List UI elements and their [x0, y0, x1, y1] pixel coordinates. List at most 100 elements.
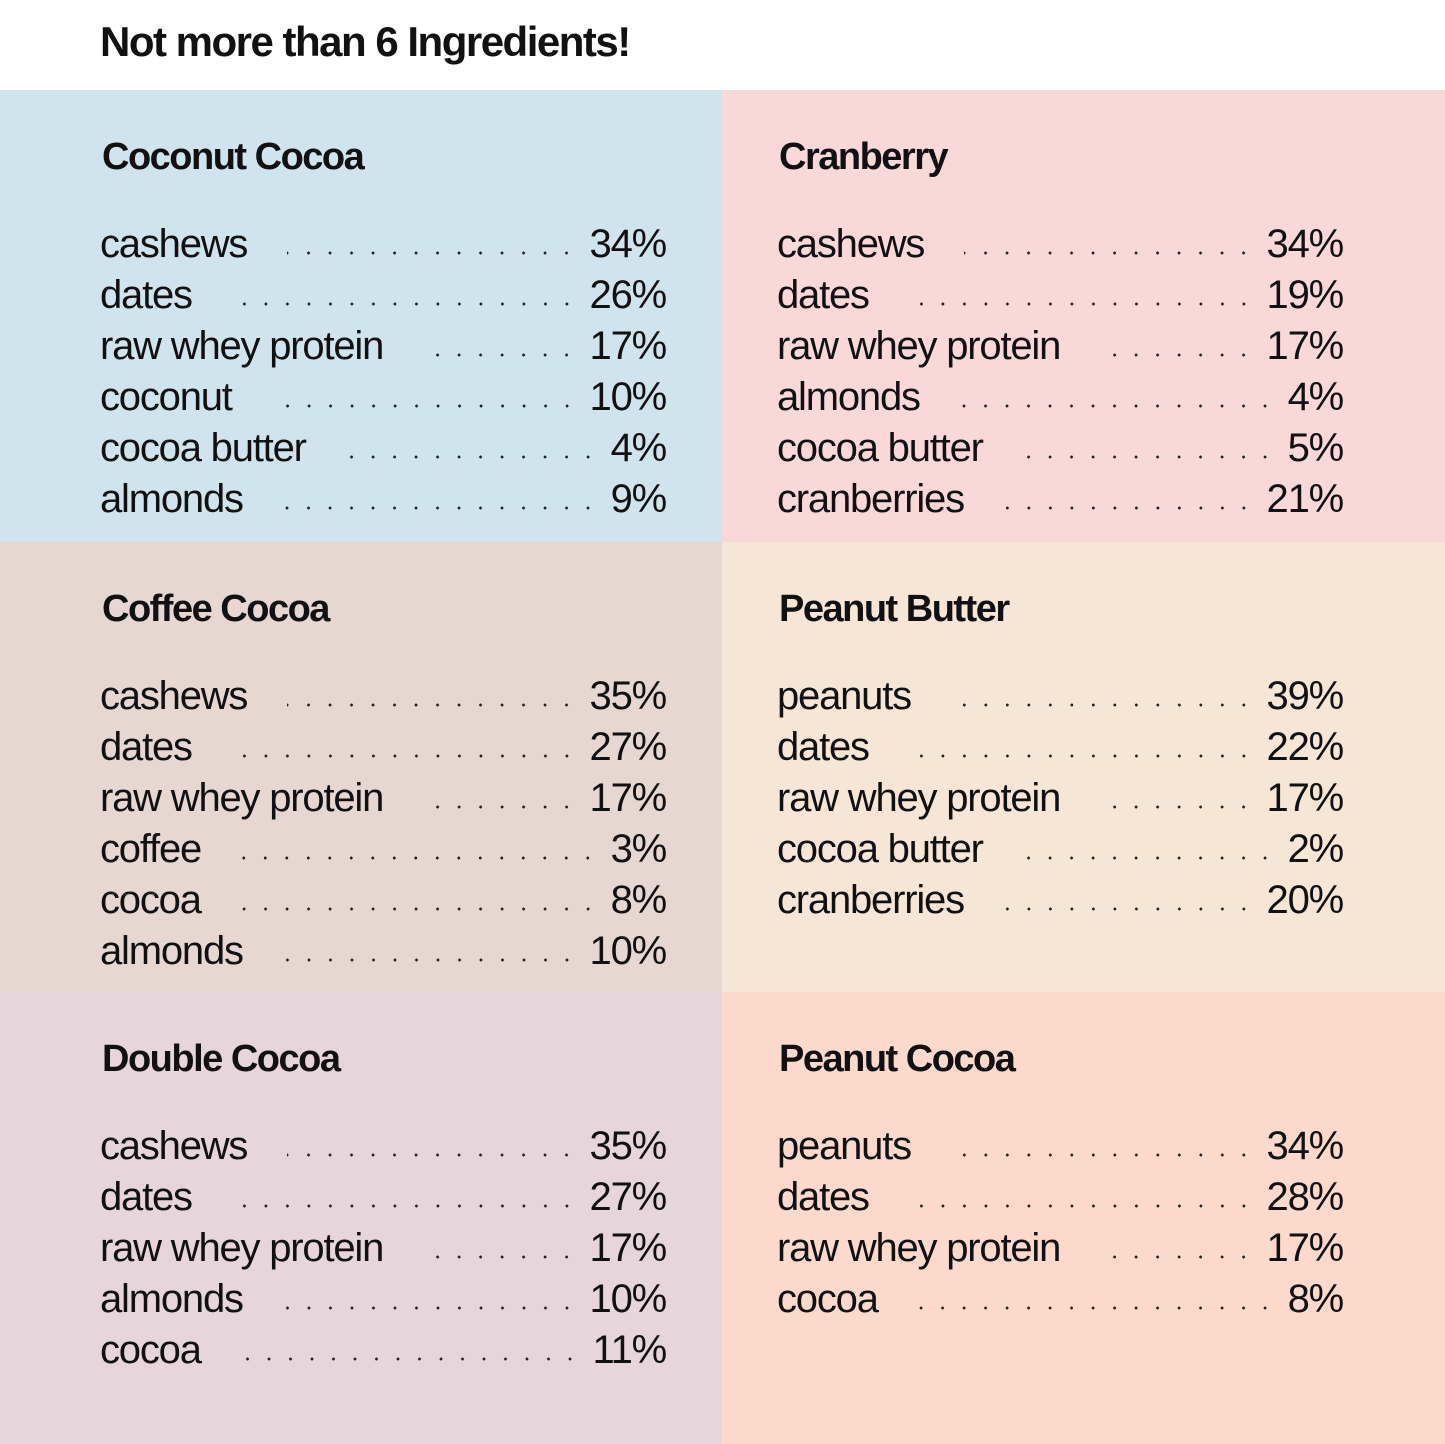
- ingredient-name: raw whey protein: [777, 776, 1061, 820]
- ingredient-amount: 34%: [1266, 1124, 1345, 1168]
- ingredient-amount: 35%: [589, 674, 668, 718]
- ingredient-row: dates 22%: [777, 725, 1344, 776]
- dot-leader: [282, 956, 578, 964]
- ingredient-name: peanuts: [777, 1124, 912, 1168]
- ingredient-name: dates: [100, 273, 193, 317]
- dot-leader: [231, 752, 578, 760]
- ingredient-row: raw whey protein 17%: [777, 324, 1345, 375]
- ingredient-amount: 39%: [1266, 674, 1345, 718]
- dot-leader: [1100, 351, 1255, 359]
- ingredient-row: almonds 10%: [100, 1277, 668, 1328]
- dot-leader: [908, 1202, 1255, 1210]
- ingredient-amount: 4%: [610, 426, 668, 470]
- flavor-panel: Cranberry cashews 34% dates 19% raw whey prot…: [722, 90, 1445, 542]
- dot-leader: [282, 1304, 578, 1312]
- flavor-name: Coffee Cocoa: [102, 588, 330, 630]
- ingredient-list: cashews 34% dates 19% raw whey protein 17% alm…: [777, 222, 1345, 528]
- ingredient-row: almonds 9%: [100, 477, 668, 528]
- ingredient-amount: 8%: [610, 878, 668, 922]
- ingredient-row: cocoa 8%: [777, 1277, 1344, 1328]
- dot-leader: [1003, 504, 1255, 512]
- dot-leader: [950, 701, 1255, 709]
- dot-leader: [1100, 1253, 1255, 1261]
- ingredient-row: raw whey protein 17%: [100, 776, 668, 827]
- ingredient-amount: 26%: [589, 273, 668, 317]
- ingredient-row: cocoa butter 5%: [777, 426, 1344, 477]
- ingredient-row: cocoa 11%: [100, 1328, 667, 1379]
- dot-leader: [282, 504, 599, 512]
- ingredient-amount: 10%: [589, 1277, 668, 1321]
- ingredient-row: cranberries 21%: [777, 477, 1344, 528]
- dot-leader: [917, 1304, 1276, 1312]
- ingredient-amount: 10%: [589, 929, 668, 973]
- ingredient-amount: 3%: [610, 827, 668, 871]
- ingredient-row: raw whey protein 17%: [777, 1226, 1344, 1277]
- ingredient-name: cashews: [100, 222, 248, 266]
- ingredient-row: cocoa butter 2%: [777, 827, 1345, 878]
- ingredient-name: almonds: [100, 477, 244, 521]
- ingredient-row: raw whey protein 17%: [100, 324, 668, 375]
- ingredient-amount: 17%: [589, 776, 668, 820]
- page-title: Not more than 6 Ingredients!: [100, 18, 631, 65]
- ingredient-name: cocoa: [100, 1328, 202, 1372]
- ingredient-amount: 20%: [1266, 878, 1345, 922]
- dot-leader: [240, 905, 599, 913]
- ingredient-row: coconut 10%: [100, 375, 668, 426]
- flavor-panel: Peanut Cocoa peanuts 34% dates 28% raw whey p…: [722, 992, 1445, 1444]
- ingredient-name: raw whey protein: [100, 1226, 384, 1270]
- flavor-panel: Coffee Cocoa cashews 35% dates 27% raw whey p…: [0, 542, 722, 992]
- flavor-name: Peanut Cocoa: [779, 1038, 1016, 1080]
- ingredient-row: peanuts 34%: [777, 1124, 1345, 1175]
- dot-leader: [423, 351, 578, 359]
- ingredient-row: cranberries 20%: [777, 878, 1345, 929]
- flavor-name: Coconut Cocoa: [102, 136, 365, 178]
- dot-leader: [959, 402, 1276, 410]
- ingredient-row: dates 19%: [777, 273, 1345, 324]
- ingredient-name: almonds: [100, 929, 244, 973]
- dot-leader: [423, 803, 578, 811]
- ingredient-list: peanuts 39% dates 22% raw whey protein 17% coc…: [777, 674, 1345, 929]
- ingredient-amount: 34%: [589, 222, 668, 266]
- ingredient-row: dates 26%: [100, 273, 668, 324]
- dot-leader: [908, 300, 1255, 308]
- ingredient-amount: 17%: [589, 324, 668, 368]
- ingredient-name: peanuts: [777, 674, 912, 718]
- ingredient-row: almonds 10%: [100, 929, 668, 980]
- dot-leader: [287, 249, 578, 257]
- ingredient-amount: 19%: [1266, 273, 1345, 317]
- ingredient-amount: 9%: [610, 477, 668, 521]
- ingredient-amount: 2%: [1287, 827, 1345, 871]
- ingredient-row: coffee 3%: [100, 827, 668, 878]
- dot-leader: [950, 1151, 1255, 1159]
- ingredient-amount: 10%: [589, 375, 668, 419]
- flavor-name: Peanut Butter: [779, 588, 1010, 630]
- ingredient-row: cocoa 8%: [100, 878, 668, 929]
- flavor-name: Cranberry: [779, 136, 949, 178]
- dot-leader: [231, 1202, 578, 1210]
- ingredient-name: cranberries: [777, 477, 965, 521]
- ingredient-amount: 17%: [589, 1226, 668, 1270]
- ingredient-row: cashews 35%: [100, 674, 668, 725]
- ingredient-row: almonds 4%: [777, 375, 1344, 426]
- ingredient-row: peanuts 39%: [777, 674, 1345, 725]
- ingredient-name: cocoa: [100, 878, 202, 922]
- ingredient-list: peanuts 34% dates 28% raw whey protein 17% coc…: [777, 1124, 1345, 1328]
- ingredient-amount: 17%: [1266, 324, 1345, 368]
- ingredient-name: dates: [777, 273, 870, 317]
- ingredient-row: raw whey protein 17%: [100, 1226, 668, 1277]
- ingredient-name: almonds: [100, 1277, 244, 1321]
- ingredient-name: raw whey protein: [777, 324, 1061, 368]
- ingredient-name: cocoa butter: [100, 426, 307, 470]
- flavor-panel: Coconut Cocoa cashews 34% dates 26% raw whey …: [0, 90, 722, 542]
- ingredient-amount: 28%: [1266, 1175, 1345, 1219]
- ingredient-row: cashews 35%: [100, 1124, 667, 1175]
- ingredient-name: cashews: [100, 674, 248, 718]
- ingredient-row: raw whey protein 17%: [777, 776, 1345, 827]
- ingredient-amount: 17%: [1266, 776, 1345, 820]
- dot-leader: [241, 854, 599, 862]
- ingredient-name: coffee: [100, 827, 202, 871]
- ingredient-row: cocoa butter 4%: [100, 426, 668, 477]
- ingredient-name: dates: [777, 725, 870, 769]
- ingredient-name: cocoa: [777, 1277, 879, 1321]
- ingredient-name: dates: [100, 1175, 193, 1219]
